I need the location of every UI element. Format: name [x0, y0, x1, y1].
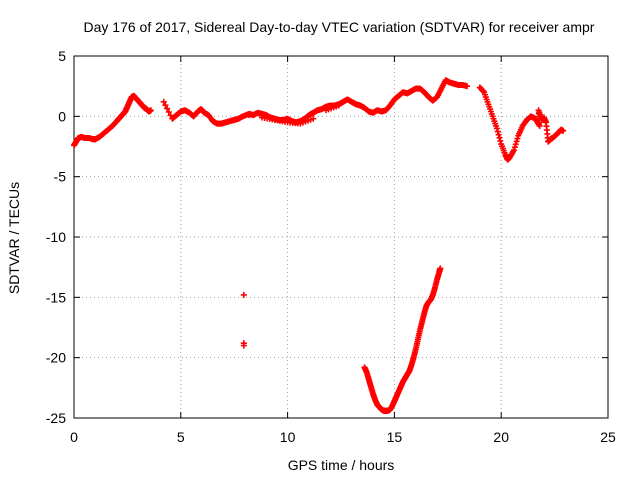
data-point	[246, 112, 253, 119]
y-tick-label: -25	[46, 410, 66, 426]
y-tick-label: 5	[58, 48, 66, 64]
x-tick-label: 10	[280, 429, 296, 445]
data-point	[493, 125, 500, 132]
data-point	[240, 291, 247, 298]
data-point	[496, 134, 503, 141]
y-axis-ticks: -25 -20 -15 -10 -5 0 5	[46, 48, 608, 426]
data-point	[495, 131, 502, 138]
x-tick-label: 25	[600, 429, 616, 445]
data-point	[160, 98, 167, 105]
data-point	[513, 138, 520, 145]
data-point	[511, 144, 518, 151]
data-point	[147, 107, 154, 114]
data-point	[310, 115, 317, 122]
data-point	[560, 127, 567, 134]
y-tick-label: -5	[54, 169, 67, 185]
y-tick-label: -10	[46, 229, 66, 245]
data-point	[240, 340, 247, 347]
data-point	[497, 137, 504, 144]
x-tick-label: 20	[493, 429, 509, 445]
data-point	[494, 128, 501, 135]
x-axis-label: GPS time / hours	[288, 457, 395, 473]
data-point	[335, 102, 342, 109]
data-point	[512, 141, 519, 148]
y-tick-label: -20	[46, 350, 66, 366]
x-tick-label: 15	[387, 429, 403, 445]
y-axis-label: SDTVAR / TECUs	[6, 182, 22, 294]
data-point	[164, 105, 171, 112]
data-point	[165, 108, 172, 115]
x-tick-label: 0	[70, 429, 78, 445]
grid	[74, 56, 608, 418]
chart-title: Day 176 of 2017, Sidereal Day-to-day VTE…	[84, 19, 595, 35]
data-point	[162, 102, 169, 109]
data-point	[464, 83, 471, 90]
x-tick-label: 5	[177, 429, 185, 445]
data-point	[514, 135, 521, 142]
data-points	[71, 77, 567, 414]
data-point	[480, 88, 487, 95]
x-axis-ticks: 0 5 10 15 20 25	[70, 56, 616, 445]
data-point	[511, 147, 518, 154]
y-tick-label: 0	[58, 108, 66, 124]
y-tick-label: -15	[46, 289, 66, 305]
data-point	[437, 265, 444, 272]
